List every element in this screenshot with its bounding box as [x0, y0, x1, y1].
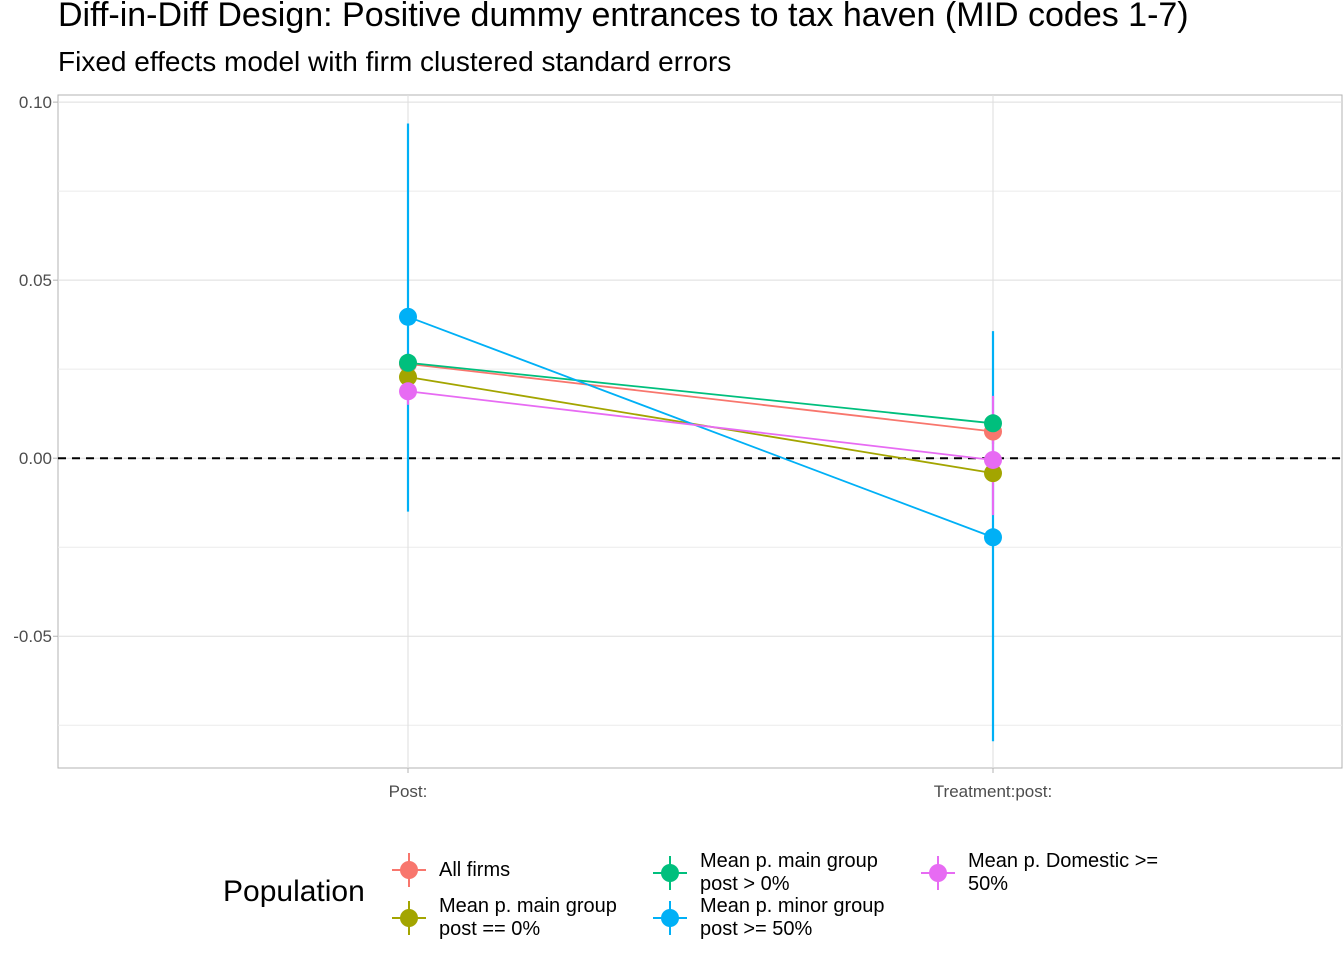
series-line	[407, 390, 994, 461]
series-line	[407, 361, 994, 425]
chart-title: Diff-in-Diff Design: Positive dummy entr…	[58, 0, 1189, 34]
legend-key-point	[661, 864, 679, 882]
data-point	[399, 307, 417, 326]
x-tick-label: Treatment:post:	[934, 782, 1052, 801]
legend-item-all-firms: All firms	[389, 850, 510, 890]
legend-key-domestic	[921, 856, 955, 890]
series-line	[407, 362, 994, 433]
data-point	[399, 368, 417, 387]
chart-subtitle: Fixed effects model with firm clustered …	[58, 46, 732, 77]
legend-key-all-firms	[392, 853, 426, 887]
series-line	[407, 315, 994, 539]
data-point	[399, 382, 417, 401]
y-tick-label: 0.05	[19, 271, 52, 290]
y-tick-label: -0.05	[13, 627, 52, 646]
legend-label-domestic: Mean p. Domestic >= 50%	[968, 850, 1159, 895]
legend-label-main-group-zero: Mean p. main group post == 0%	[439, 895, 617, 940]
legend-key-minor-group	[653, 901, 687, 935]
legend-item-minor-group: Mean p. minor group post >= 50%	[650, 895, 885, 941]
legend-label-main-group-positive: Mean p. main group post > 0%	[700, 850, 878, 895]
legend-key-point	[400, 909, 418, 927]
legend-label-minor-group: Mean p. minor group post >= 50%	[700, 895, 885, 940]
y-tick-label: 0.10	[19, 93, 52, 112]
legend-key-main-group-zero	[392, 901, 426, 935]
y-tick-label: 0.00	[19, 449, 52, 468]
legend-key-main-group-positive	[653, 856, 687, 890]
legend-label-all-firms: All firms	[439, 858, 511, 881]
legend-item-domestic: Mean p. Domestic >= 50%	[918, 850, 1158, 896]
plot-panel	[57, 94, 1343, 769]
x-tick-label: Post:	[389, 782, 428, 801]
data-point	[984, 464, 1002, 483]
legend-item-main-group-positive: Mean p. main group post > 0%	[650, 850, 878, 896]
legend-key-point	[400, 861, 418, 879]
data-point	[984, 528, 1002, 547]
data-point	[984, 414, 1002, 433]
legend-title: Population	[223, 875, 365, 908]
data-point	[984, 450, 1002, 469]
legend-key-point	[929, 864, 947, 882]
legend-key-point	[661, 909, 679, 927]
data-point	[399, 353, 417, 372]
legend-item-main-group-zero: Mean p. main group post == 0%	[389, 895, 617, 941]
